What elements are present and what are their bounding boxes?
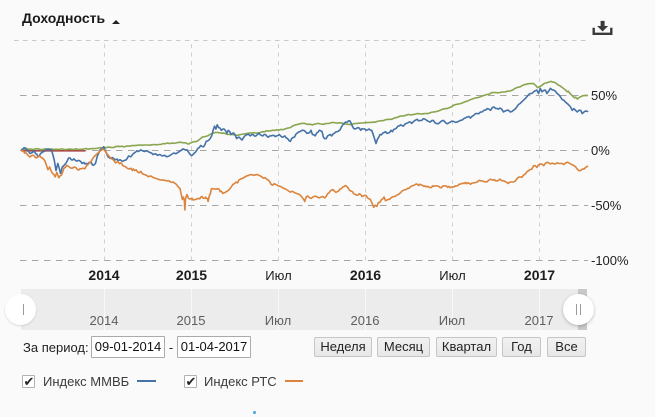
svg-text:-100%: -100% [591, 253, 629, 268]
svg-text:Июл: Июл [265, 268, 291, 283]
svg-text:2015: 2015 [176, 267, 207, 283]
svg-text:0%: 0% [591, 143, 610, 158]
svg-text:2014: 2014 [88, 267, 119, 283]
svg-text:50%: 50% [591, 88, 617, 103]
svg-text:Июл: Июл [439, 268, 465, 283]
svg-text:-50%: -50% [591, 198, 622, 213]
svg-text:2017: 2017 [524, 267, 555, 283]
svg-text:2016: 2016 [350, 267, 381, 283]
